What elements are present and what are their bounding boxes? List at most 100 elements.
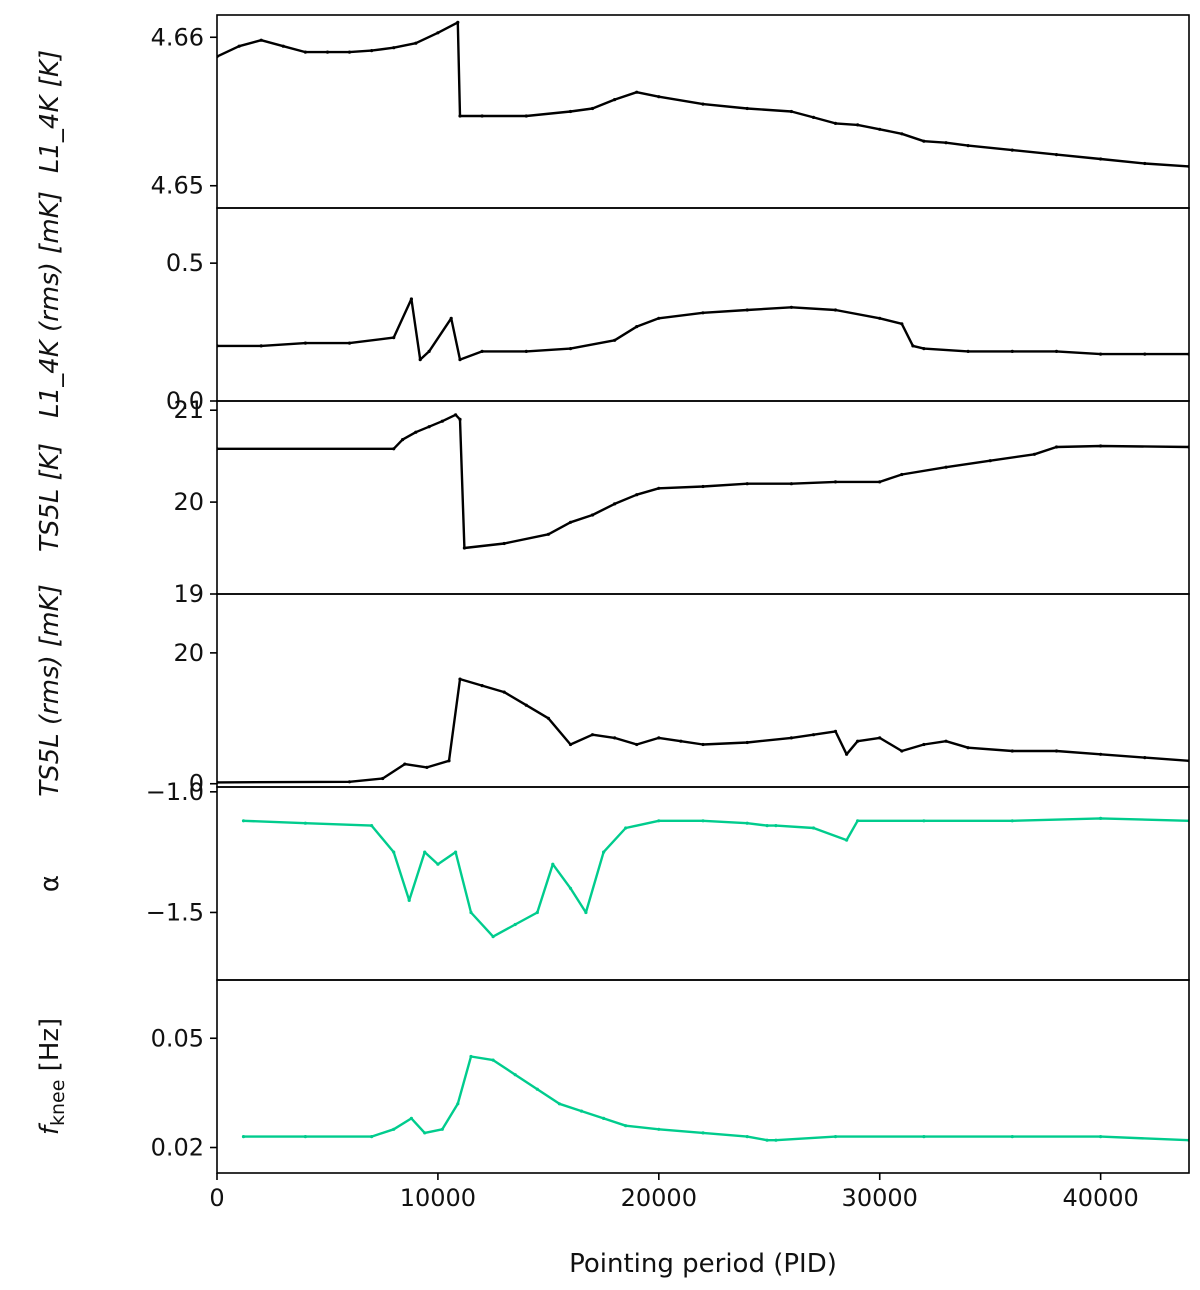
data-point-ts5l_rms-18: [745, 740, 749, 745]
data-point-alpha-3: [392, 850, 396, 854]
data-point-ts5l_rms-25: [900, 749, 904, 753]
data-point-ts5l_rms-2: [381, 776, 385, 781]
data-point-ts5l_rms-24: [878, 736, 882, 740]
data-point-l1_4k_rms-5: [409, 297, 413, 301]
panel-alpha: −1.0 −1.5 α: [35, 778, 1190, 981]
data-point-l1_4k-32: [1054, 153, 1059, 157]
x-axis: 0 10000 20000 30000 40000: [209, 1173, 1139, 1212]
data-point-ts5l_rms-30: [1054, 749, 1059, 753]
data-point-l1_4k-26: [878, 127, 882, 131]
data-point-alpha-22: [811, 826, 816, 830]
data-point-ts5l-21: [900, 472, 904, 477]
data-point-l1_4k-15: [568, 109, 573, 114]
data-point-l1_4k_rms-24: [966, 349, 970, 353]
data-point-alpha-2: [370, 824, 374, 828]
data-point-alpha-9: [491, 935, 495, 939]
data-point-alpha-6: [436, 862, 440, 866]
data-point-ts5l_rms-9: [524, 703, 528, 707]
data-point-alpha-25: [922, 819, 926, 823]
data-point-ts5l_rms-14: [635, 742, 639, 747]
data-point-fknee-10: [513, 1073, 517, 1077]
data-point-l1_4k_rms-2: [303, 341, 307, 345]
data-point-ts5l_rms-27: [944, 739, 948, 743]
data-point-ts5l-5: [440, 419, 444, 423]
data-point-l1_4k_rms-7: [427, 349, 431, 353]
y-axis-label-unit: [Hz]: [35, 1018, 65, 1080]
data-point-alpha-7: [454, 850, 458, 854]
data-point-l1_4k-21: [745, 106, 749, 111]
data-point-ts5l-6: [454, 413, 458, 417]
data-point-ts5l_rms-5: [447, 759, 451, 763]
y-axis-label-alpha: α: [35, 875, 65, 892]
data-point-l1_4k-33: [1099, 157, 1103, 161]
data-point-ts5l_rms-16: [679, 739, 683, 743]
data-point-alpha-20: [765, 824, 769, 828]
data-point-fknee-11: [535, 1087, 539, 1091]
data-point-ts5l_rms-31: [1099, 752, 1103, 756]
y-axis-label-l1_4k: L1_4K [K]: [35, 50, 65, 173]
data-point-fknee-23: [1010, 1135, 1014, 1139]
data-point-l1_4k_rms-1: [259, 344, 263, 348]
x-tick-label-3: 30000: [842, 1184, 918, 1212]
data-point-ts5l-11: [568, 520, 573, 524]
panel-ts5l: 19 20 21 TS5L [K]: [35, 396, 1190, 608]
data-point-fknee-4: [409, 1116, 413, 1120]
data-point-l1_4k-5: [325, 50, 330, 54]
data-point-ts5l_rms-29: [1010, 749, 1014, 753]
data-point-ts5l-7: [458, 417, 462, 421]
data-point-l1_4k_rms-18: [789, 305, 794, 309]
data-point-fknee-21: [833, 1135, 838, 1139]
data-point-l1_4k-11: [456, 20, 460, 24]
data-point-l1_4k_rms-15: [657, 316, 661, 320]
y-tick-label-l1_4k-1: 4.66: [151, 23, 204, 51]
data-point-alpha-12: [551, 862, 555, 866]
data-point-l1_4k-1: [237, 44, 241, 48]
data-point-l1_4k-9: [414, 41, 418, 45]
y-tick-label-fknee-0: 0.02: [151, 1134, 204, 1162]
data-point-fknee-3: [392, 1127, 396, 1131]
data-point-l1_4k_rms-17: [745, 308, 749, 312]
panel-frame-ts5l: [216, 400, 1190, 595]
data-point-ts5l-15: [657, 486, 661, 490]
data-point-fknee-2: [370, 1135, 374, 1139]
data-point-ts5l_rms-1: [347, 780, 352, 784]
data-point-ts5l-18: [789, 482, 794, 486]
data-point-l1_4k-18: [635, 90, 639, 94]
data-point-ts5l_rms-6: [458, 677, 462, 681]
data-point-ts5l_rms-12: [590, 733, 595, 737]
data-point-ts5l_rms-8: [502, 690, 506, 694]
data-point-l1_4k_rms-8: [449, 316, 453, 320]
data-point-ts5l_rms-19: [789, 736, 794, 740]
data-point-ts5l_rms-10: [546, 716, 551, 720]
data-point-l1_4k_rms-4: [392, 336, 396, 340]
data-point-ts5l-2: [401, 438, 405, 442]
panel-frame-l1_4k_rms: [216, 207, 1190, 402]
data-point-ts5l_rms-21: [833, 729, 838, 734]
data-point-ts5l_rms-3: [403, 762, 407, 766]
data-point-l1_4k-14: [524, 114, 528, 118]
data-point-l1_4k_rms-20: [878, 316, 882, 320]
y-tick-label-ts5l_rms-1: 20: [173, 639, 204, 667]
data-point-alpha-15: [602, 850, 606, 854]
data-point-ts5l-24: [1032, 452, 1036, 456]
data-point-ts5l_rms-32: [1143, 756, 1147, 760]
data-point-l1_4k-2: [259, 38, 263, 42]
data-point-alpha-18: [701, 819, 705, 823]
data-point-alpha-10: [513, 922, 517, 927]
data-point-l1_4k-30: [966, 144, 970, 148]
data-point-ts5l-17: [745, 482, 749, 486]
data-point-l1_4k_rms-25: [1010, 349, 1014, 353]
data-point-l1_4k_rms-14: [635, 325, 639, 329]
y-axis-label-l1_4k_rms: L1_4K (rms) [mK]: [35, 191, 65, 418]
data-point-fknee-17: [701, 1131, 705, 1135]
data-point-fknee-14: [602, 1116, 606, 1120]
data-point-ts5l-1: [392, 447, 396, 451]
data-point-l1_4k-7: [370, 49, 374, 53]
data-point-fknee-0: [241, 1135, 246, 1139]
data-point-alpha-19: [745, 821, 749, 825]
data-point-ts5l-8: [462, 546, 466, 550]
series-line-l1_4k_rms: [217, 297, 1189, 361]
data-point-fknee-15: [624, 1124, 628, 1128]
data-point-alpha-21: [774, 824, 778, 828]
